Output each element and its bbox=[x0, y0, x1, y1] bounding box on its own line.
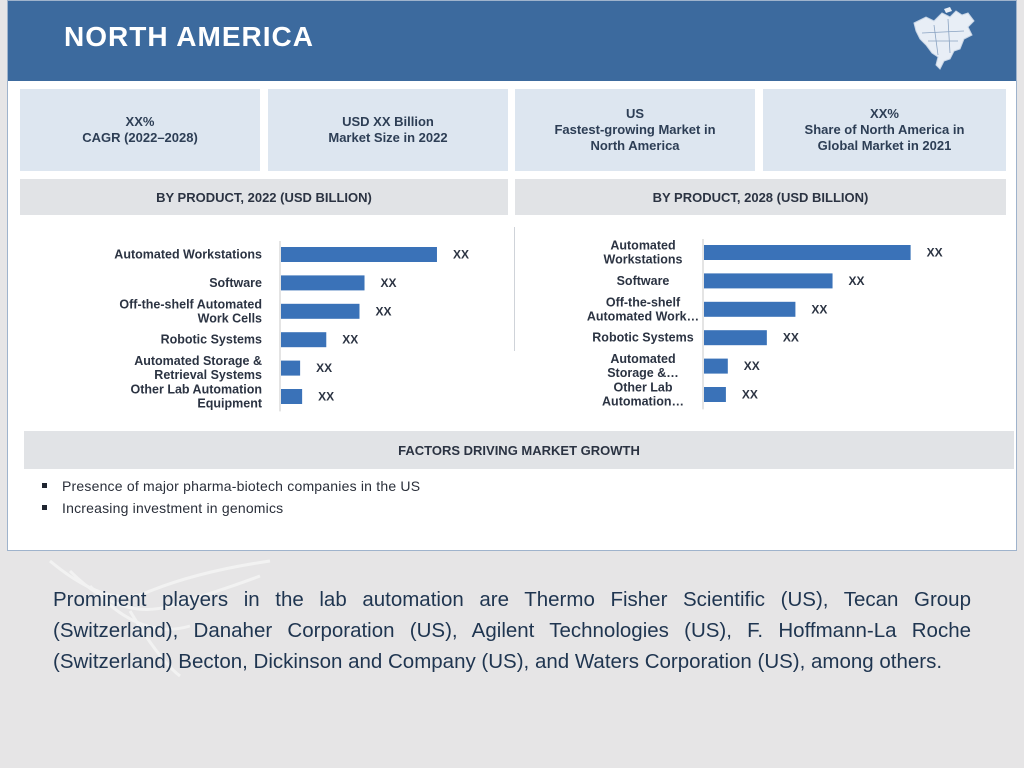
category-label: Automated Work… bbox=[587, 309, 699, 323]
category-label: Equipment bbox=[197, 397, 262, 411]
data-label: XX bbox=[742, 388, 758, 402]
data-label: XX bbox=[927, 246, 943, 260]
stat-cagr: XX% CAGR (2022–2028) bbox=[20, 89, 260, 171]
bar bbox=[704, 358, 728, 374]
bar bbox=[281, 275, 365, 291]
category-label: Off-the-shelf bbox=[606, 295, 681, 309]
bar bbox=[704, 273, 833, 289]
factor-text: Presence of major pharma-biotech compani… bbox=[62, 478, 421, 494]
category-label: Automated bbox=[610, 352, 675, 366]
chart-divider bbox=[514, 227, 515, 351]
bullet-icon bbox=[42, 483, 47, 488]
caption-text: Prominent players in the lab automation … bbox=[53, 588, 971, 673]
bar bbox=[704, 245, 911, 260]
category-label: Software bbox=[617, 274, 670, 288]
stat-fastest-growing: US Fastest-growing Market in North Ameri… bbox=[515, 89, 755, 171]
factor-text: Increasing investment in genomics bbox=[62, 500, 284, 516]
bar bbox=[704, 387, 726, 402]
data-label: XX bbox=[318, 390, 334, 404]
category-label: Retrieval Systems bbox=[154, 368, 262, 382]
category-label: Workstations bbox=[604, 253, 683, 267]
category-label: Automation… bbox=[602, 395, 684, 409]
category-label: Other Lab bbox=[613, 381, 672, 395]
category-label: Other Lab Automation bbox=[131, 383, 262, 397]
bar bbox=[704, 301, 796, 317]
data-label: XX bbox=[342, 333, 358, 347]
category-label: Automated Workstations bbox=[114, 248, 262, 262]
stat-share-text: XX% Share of North America in Global Mar… bbox=[804, 106, 965, 153]
chart-title-2028: BY PRODUCT, 2028 (USD BILLION) bbox=[515, 179, 1006, 215]
category-label: Software bbox=[209, 276, 262, 290]
factor-item: Increasing investment in genomics bbox=[38, 497, 420, 519]
bar bbox=[281, 303, 360, 319]
bar bbox=[281, 332, 327, 348]
infographic-panel: NORTH AMERICA XX% CAGR (2022–2028) USD X… bbox=[7, 0, 1017, 551]
page-title: NORTH AMERICA bbox=[64, 21, 314, 52]
stat-share: XX% Share of North America in Global Mar… bbox=[763, 89, 1006, 171]
data-label: XX bbox=[744, 359, 760, 373]
bar bbox=[281, 360, 301, 376]
stat-market-size: USD XX Billion Market Size in 2022 bbox=[268, 89, 508, 171]
north-america-map-icon bbox=[913, 7, 975, 70]
data-label: XX bbox=[849, 274, 865, 288]
factor-item: Presence of major pharma-biotech compani… bbox=[38, 475, 420, 497]
bullet-icon bbox=[42, 505, 47, 510]
stat-cagr-text: XX% CAGR (2022–2028) bbox=[82, 114, 198, 145]
category-label: Work Cells bbox=[198, 311, 262, 325]
category-label: Automated Storage & bbox=[134, 354, 262, 368]
chart-2022: XX Automated Workstations XX Software XX Off-… bbox=[114, 241, 469, 412]
chart-title-2022: BY PRODUCT, 2022 (USD BILLION) bbox=[20, 179, 508, 215]
factors-list: Presence of major pharma-biotech compani… bbox=[38, 475, 420, 519]
data-label: XX bbox=[783, 331, 799, 345]
category-label: Automated bbox=[610, 239, 675, 253]
category-label: Robotic Systems bbox=[161, 333, 262, 347]
category-label: Off-the-shelf Automated bbox=[119, 297, 262, 311]
data-label: XX bbox=[381, 276, 397, 290]
stat-fastest-growing-text: US Fastest-growing Market in North Ameri… bbox=[554, 106, 716, 153]
bar bbox=[704, 330, 767, 346]
data-label: XX bbox=[453, 248, 469, 262]
category-label: Storage &… bbox=[607, 366, 679, 380]
leaf-decoration-icon bbox=[49, 559, 271, 678]
data-label: XX bbox=[375, 304, 391, 318]
stat-market-size-text: USD XX Billion Market Size in 2022 bbox=[328, 114, 448, 145]
data-label: XX bbox=[316, 361, 332, 375]
bar bbox=[281, 389, 303, 404]
factors-title: FACTORS DRIVING MARKET GROWTH bbox=[24, 431, 1014, 469]
chart-2028: XXAutomatedWorkstationsXXSoftwareXXOff-t… bbox=[587, 239, 943, 410]
header-banner: NORTH AMERICA bbox=[8, 1, 1016, 81]
data-label: XX bbox=[811, 302, 827, 316]
bar bbox=[281, 247, 437, 262]
category-label: Robotic Systems bbox=[592, 331, 693, 345]
